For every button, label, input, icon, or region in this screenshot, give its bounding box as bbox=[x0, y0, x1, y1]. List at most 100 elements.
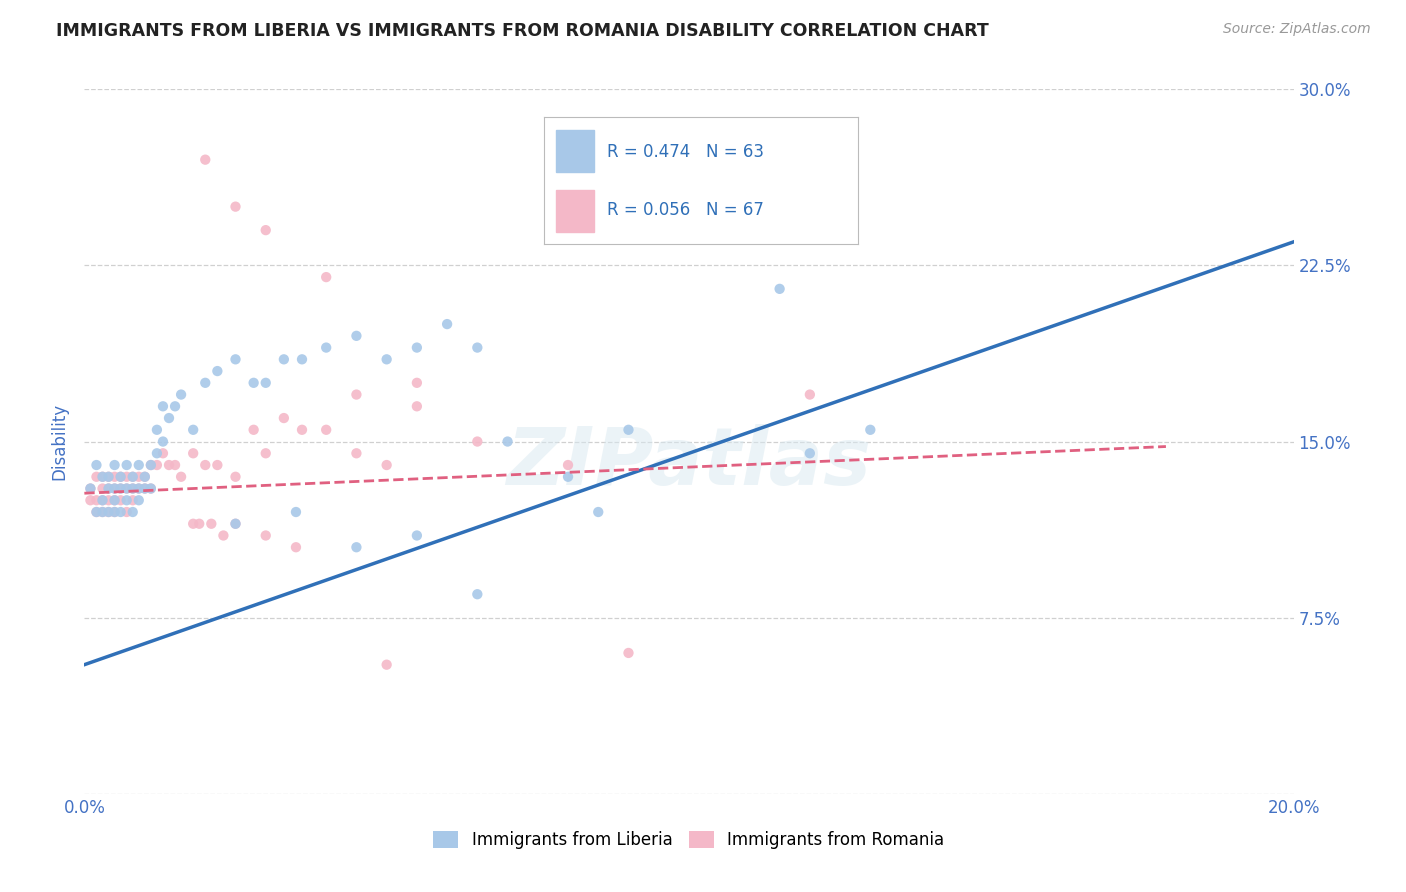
Point bbox=[769, 282, 792, 296]
Point bbox=[121, 482, 143, 496]
Point bbox=[194, 458, 217, 472]
Point bbox=[194, 376, 217, 390]
Point bbox=[121, 469, 143, 483]
Point bbox=[346, 387, 368, 401]
Point bbox=[254, 528, 277, 542]
Point bbox=[859, 423, 882, 437]
Point bbox=[207, 364, 229, 378]
Point bbox=[188, 516, 211, 531]
Point bbox=[115, 505, 138, 519]
Point bbox=[254, 376, 277, 390]
Point bbox=[134, 482, 156, 496]
Point bbox=[617, 423, 640, 437]
Point bbox=[467, 587, 489, 601]
Point bbox=[406, 528, 429, 542]
Point bbox=[242, 423, 264, 437]
Point bbox=[128, 469, 150, 483]
Point bbox=[110, 469, 132, 483]
Point bbox=[181, 446, 204, 460]
Point bbox=[200, 516, 222, 531]
Point bbox=[91, 469, 114, 483]
Point bbox=[91, 505, 114, 519]
Point bbox=[165, 458, 187, 472]
Point bbox=[115, 482, 138, 496]
Point bbox=[104, 493, 127, 508]
Point bbox=[79, 482, 101, 496]
Point bbox=[146, 458, 169, 472]
Point bbox=[375, 657, 398, 672]
Point bbox=[91, 482, 114, 496]
Point bbox=[557, 458, 579, 472]
Point bbox=[97, 469, 120, 483]
Point bbox=[97, 469, 120, 483]
Point bbox=[104, 505, 127, 519]
Point bbox=[617, 646, 640, 660]
Point bbox=[181, 423, 204, 437]
Point bbox=[86, 469, 108, 483]
Point bbox=[194, 153, 217, 167]
Point bbox=[128, 482, 150, 496]
Point bbox=[86, 505, 108, 519]
Point bbox=[406, 341, 429, 355]
Point bbox=[406, 399, 429, 413]
Point bbox=[165, 399, 187, 413]
Point bbox=[104, 458, 127, 472]
Point bbox=[225, 469, 247, 483]
Point bbox=[104, 482, 127, 496]
Point bbox=[128, 458, 150, 472]
Point bbox=[170, 469, 193, 483]
Point bbox=[97, 493, 120, 508]
Point bbox=[110, 482, 132, 496]
Point bbox=[467, 341, 489, 355]
Point bbox=[104, 493, 127, 508]
Point bbox=[315, 270, 337, 285]
Point bbox=[110, 482, 132, 496]
Text: Source: ZipAtlas.com: Source: ZipAtlas.com bbox=[1223, 22, 1371, 37]
Point bbox=[121, 493, 143, 508]
Point bbox=[315, 423, 337, 437]
Point bbox=[97, 482, 120, 496]
Point bbox=[346, 540, 368, 554]
Point bbox=[104, 505, 127, 519]
Point bbox=[146, 446, 169, 460]
Point bbox=[467, 434, 489, 449]
Point bbox=[121, 469, 143, 483]
Point bbox=[225, 352, 247, 367]
Point bbox=[315, 341, 337, 355]
Point bbox=[225, 516, 247, 531]
Point bbox=[139, 482, 162, 496]
Point bbox=[91, 493, 114, 508]
Point bbox=[110, 469, 132, 483]
Point bbox=[225, 200, 247, 214]
Point bbox=[254, 223, 277, 237]
Point bbox=[291, 352, 314, 367]
Point bbox=[115, 493, 138, 508]
Point bbox=[139, 458, 162, 472]
Point bbox=[242, 376, 264, 390]
Point bbox=[110, 505, 132, 519]
Point bbox=[285, 505, 308, 519]
Text: IMMIGRANTS FROM LIBERIA VS IMMIGRANTS FROM ROMANIA DISABILITY CORRELATION CHART: IMMIGRANTS FROM LIBERIA VS IMMIGRANTS FR… bbox=[56, 22, 988, 40]
Point bbox=[375, 352, 398, 367]
Point bbox=[152, 399, 174, 413]
Point bbox=[104, 482, 127, 496]
Point bbox=[375, 458, 398, 472]
Point bbox=[406, 376, 429, 390]
Point bbox=[225, 516, 247, 531]
Point bbox=[91, 505, 114, 519]
Point bbox=[104, 469, 127, 483]
Point bbox=[86, 505, 108, 519]
Point bbox=[121, 505, 143, 519]
Point bbox=[157, 411, 180, 425]
Point bbox=[134, 469, 156, 483]
Point bbox=[134, 469, 156, 483]
Point bbox=[273, 352, 295, 367]
Point bbox=[79, 493, 101, 508]
Point bbox=[121, 482, 143, 496]
Point bbox=[110, 493, 132, 508]
Point bbox=[273, 411, 295, 425]
Point bbox=[97, 505, 120, 519]
Point bbox=[346, 328, 368, 343]
Point bbox=[152, 434, 174, 449]
Point bbox=[291, 423, 314, 437]
